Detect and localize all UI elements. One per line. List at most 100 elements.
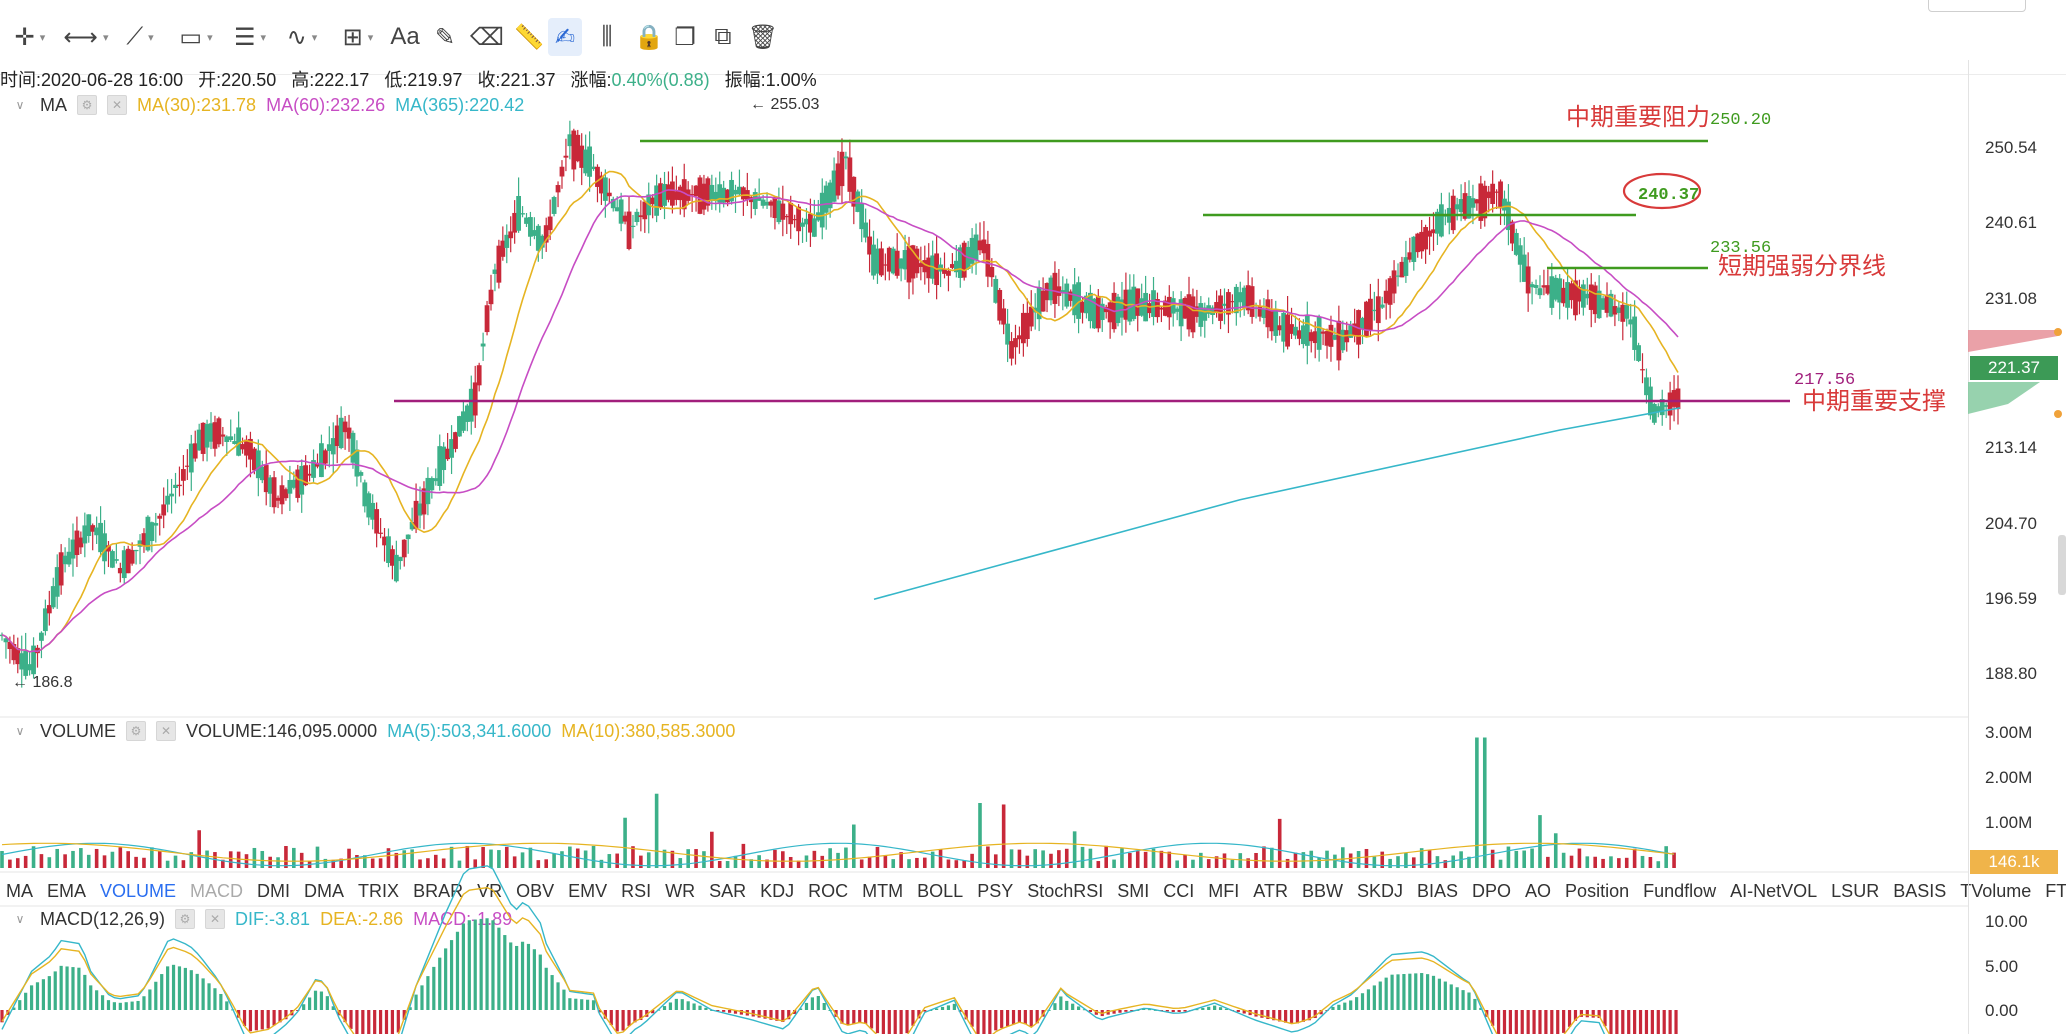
volume-bar: [1522, 850, 1527, 868]
collapse-chevron-icon[interactable]: ∨: [15, 724, 25, 738]
candle-body: [567, 134, 573, 147]
tab-skdj[interactable]: SKDJ: [1356, 880, 1403, 901]
scrollbar-handle[interactable]: [2058, 535, 2066, 595]
tab-mtm[interactable]: MTM: [862, 880, 904, 901]
tab-dmi[interactable]: DMI: [257, 880, 291, 901]
macd-bar: [775, 1010, 779, 1021]
macd-bar: [804, 1002, 809, 1010]
brush-tool[interactable]: ✎: [428, 18, 462, 56]
tab-smi[interactable]: SMI: [1117, 880, 1150, 901]
tab-ma[interactable]: MA: [6, 880, 33, 901]
tab-macd[interactable]: MACD: [190, 880, 244, 901]
tab-mfi[interactable]: MFI: [1208, 880, 1240, 901]
close-icon[interactable]: ✕: [107, 95, 127, 115]
tab-stochrsi[interactable]: StochRSI: [1027, 880, 1104, 901]
chevron-down-icon[interactable]: ▾: [148, 31, 154, 44]
chevron-down-icon[interactable]: ▾: [102, 31, 109, 44]
tab-roc[interactable]: ROC: [808, 880, 849, 901]
period-selector[interactable]: [1928, 0, 2026, 12]
macd-bar: [1337, 1004, 1341, 1010]
macd-bar: [680, 999, 684, 1010]
candles-toggle[interactable]: ⫼: [590, 18, 624, 56]
chevron-down-icon[interactable]: ▾: [207, 31, 213, 44]
magnet-tool[interactable]: ✍: [548, 18, 582, 56]
tab-sar[interactable]: SAR: [709, 880, 747, 901]
tab-ao[interactable]: AO: [1525, 880, 1552, 901]
measure-tool[interactable]: ⊞ ▾: [334, 18, 382, 56]
text-tool[interactable]: Aa: [388, 18, 422, 56]
macd-bar: [982, 1010, 986, 1034]
tab-ema[interactable]: EMA: [47, 880, 87, 901]
screenshot-tool[interactable]: ⧉: [706, 18, 740, 56]
collapse-chevron-icon[interactable]: ∨: [15, 98, 25, 112]
candle-body: [961, 242, 967, 278]
ma30-value: MA(30):231.78: [137, 94, 257, 115]
chevron-down-icon[interactable]: ▾: [367, 31, 374, 44]
tab-dpo[interactable]: DPO: [1472, 880, 1512, 901]
settings-icon[interactable]: ⚙: [126, 721, 147, 741]
chevron-down-icon[interactable]: ▾: [260, 31, 267, 44]
volume-bar: [355, 855, 359, 868]
volume-bar: [1396, 856, 1400, 868]
delete-tool[interactable]: 🗑: [746, 18, 780, 56]
macd-bar: [1520, 1010, 1524, 1034]
volume-bar: [1577, 848, 1582, 868]
tab-basis[interactable]: BASIS: [1893, 880, 1947, 901]
trendline-tool[interactable]: ⟋ ▾: [116, 18, 164, 56]
tab-emv[interactable]: EMV: [568, 880, 608, 901]
candle-body: [1068, 291, 1074, 301]
tab-bias[interactable]: BIAS: [1416, 880, 1459, 901]
candle-body: [145, 516, 151, 551]
wave-pattern-tool[interactable]: ∿ ▾: [278, 18, 326, 56]
chevron-down-icon[interactable]: ▾: [39, 31, 46, 44]
tab-ftbs[interactable]: FTBS: [2045, 880, 2066, 901]
tab-psy[interactable]: PSY: [977, 880, 1014, 901]
volume-bar: [1506, 846, 1511, 868]
tab-atr[interactable]: ATR: [1253, 880, 1288, 901]
collapse-chevron-icon[interactable]: ∨: [15, 912, 25, 926]
tab-volume[interactable]: VOLUME: [100, 880, 177, 901]
candle-body: [516, 195, 522, 231]
tab-lsur[interactable]: LSUR: [1831, 880, 1880, 901]
close-icon[interactable]: ✕: [205, 909, 226, 929]
rectangle-tool[interactable]: ▭ ▾: [172, 18, 220, 56]
volume-bar: [1238, 853, 1243, 868]
settings-icon[interactable]: ⚙: [175, 909, 196, 929]
candle-body: [1214, 302, 1220, 314]
tab-boll[interactable]: BOLL: [917, 880, 964, 901]
tab-wr[interactable]: WR: [665, 880, 696, 901]
tab-tvolume[interactable]: TVolume: [1960, 880, 2032, 901]
macd-bar: [1366, 989, 1371, 1010]
tab-obv[interactable]: OBV: [516, 880, 555, 901]
parallel-lines-tool[interactable]: ☰ ▾: [226, 18, 274, 56]
tab-ai-netvol[interactable]: AI-NetVOL: [1730, 880, 1818, 901]
candle-body: [338, 417, 344, 449]
candle-body: [1249, 286, 1255, 317]
tab-trix[interactable]: TRIX: [358, 880, 400, 901]
tab-position[interactable]: Position: [1565, 880, 1630, 901]
close-icon[interactable]: ✕: [156, 721, 177, 741]
volume-bar: [725, 861, 730, 868]
crosshair-tool[interactable]: ✛ ▾: [6, 18, 54, 56]
ruler-tool[interactable]: 📏: [512, 18, 546, 56]
lock-tool[interactable]: 🔒: [632, 18, 666, 56]
copy-tool[interactable]: ❐: [668, 18, 702, 56]
macd-bar: [1201, 1007, 1205, 1010]
tab-brar[interactable]: BRAR: [413, 880, 464, 901]
ma-legend: ∨ MA ⚙ ✕ MA(30):231.78 MA(60):232.26 MA(…: [10, 92, 524, 118]
horizontal-line-tool[interactable]: ⟷ ▾: [62, 18, 110, 56]
macd-bar: [195, 973, 199, 1010]
volume-bar: [15, 858, 20, 868]
chevron-down-icon[interactable]: ▾: [311, 31, 318, 44]
macd-bar: [798, 1008, 803, 1010]
settings-icon[interactable]: ⚙: [77, 95, 97, 115]
tab-fundflow[interactable]: Fundflow: [1643, 880, 1717, 901]
tab-cci[interactable]: CCI: [1163, 880, 1195, 901]
tab-bbw[interactable]: BBW: [1301, 880, 1343, 901]
volume-bar: [39, 854, 44, 868]
tab-dma[interactable]: DMA: [304, 880, 345, 901]
eraser-tool[interactable]: ⌫: [470, 18, 504, 56]
tab-kdj[interactable]: KDJ: [760, 880, 795, 901]
tab-rsi[interactable]: RSI: [621, 880, 652, 901]
